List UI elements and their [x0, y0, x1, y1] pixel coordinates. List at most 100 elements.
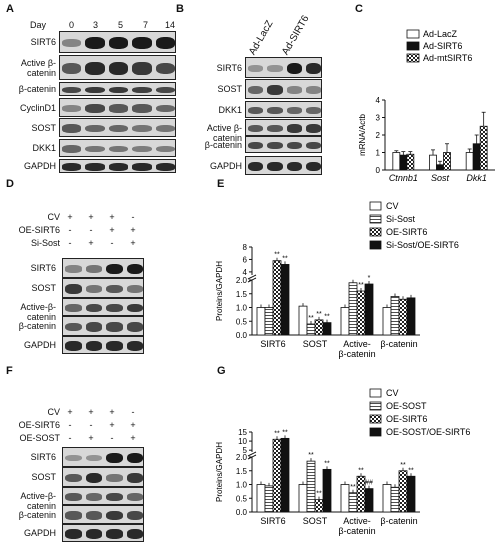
- bar: [340, 484, 350, 513]
- bar: [398, 470, 408, 513]
- blot-strip-catenin: [245, 136, 322, 153]
- day-label-14: 14: [165, 20, 176, 30]
- band: [85, 86, 105, 94]
- significance-mark: **: [324, 314, 330, 321]
- band: [155, 62, 175, 75]
- significance-mark: **: [274, 252, 280, 259]
- bar: [392, 152, 401, 171]
- blot-row-label-catenin: β-catenin: [204, 139, 242, 150]
- band: [65, 454, 82, 462]
- legend-oe-sirt6: OE-SIRT6: [386, 227, 427, 237]
- x-tick-label-sirt6: SIRT6: [260, 516, 285, 526]
- condition-mark: +: [67, 407, 73, 417]
- band: [108, 163, 129, 171]
- day-label-3: 3: [93, 20, 99, 30]
- blot-row-label-gapdh: GAPDH: [209, 160, 242, 171]
- band: [65, 341, 82, 351]
- legend-oe-sost-oe-sirt6: OE-SOST/OE-SIRT6: [386, 427, 470, 437]
- bar: [382, 307, 392, 336]
- y-tick-label: 0.0: [236, 331, 248, 340]
- significance-mark: **: [282, 255, 288, 262]
- band: [106, 474, 123, 482]
- blot-strip-gapdh: [59, 159, 176, 173]
- blot-strip-active-catenin: [62, 487, 144, 505]
- y-tick-label: 0.5: [236, 317, 248, 326]
- band: [65, 304, 82, 312]
- bar: [314, 499, 324, 513]
- band: [248, 141, 264, 150]
- bar: [264, 485, 274, 513]
- band: [85, 285, 102, 293]
- blot-strip-sirt6: [59, 31, 176, 53]
- condition-mark: +: [109, 225, 115, 235]
- condition-label-cv: CV: [47, 407, 60, 417]
- band: [85, 493, 102, 501]
- band: [126, 452, 143, 464]
- blot-row-label-catenin: β-catenin: [18, 84, 56, 94]
- significance-mark: **: [316, 491, 322, 498]
- condition-mark: -: [110, 238, 114, 248]
- band: [62, 163, 82, 171]
- band: [62, 63, 82, 74]
- band: [62, 39, 82, 47]
- significance-mark: **: [400, 462, 406, 469]
- blot-row-label-dkk1: DKK1: [32, 143, 56, 153]
- condition-mark: -: [68, 238, 72, 248]
- band: [85, 341, 102, 351]
- band: [155, 104, 175, 113]
- band: [305, 63, 321, 74]
- band: [132, 145, 152, 153]
- blot-row-label-gapdh: GAPDH: [23, 528, 56, 538]
- x-tick-label-catenin: β-catenin: [380, 516, 417, 526]
- y-tick-label: 8: [243, 243, 248, 252]
- blot-row-label-sirt6: SIRT6: [30, 263, 56, 273]
- band: [85, 265, 102, 273]
- band: [267, 161, 283, 172]
- day-label-5: 5: [118, 20, 124, 30]
- band: [132, 86, 152, 94]
- band: [108, 145, 129, 153]
- condition-label-oe-sirt6: OE-SIRT6: [18, 225, 60, 235]
- bar: [356, 475, 366, 513]
- y-tick-label: 0.0: [236, 508, 248, 517]
- band: [132, 124, 152, 133]
- y-tick-label: 5: [243, 446, 248, 455]
- condition-mark: -: [131, 212, 135, 222]
- condition-mark: +: [130, 420, 136, 430]
- band: [108, 86, 129, 94]
- y-tick-label: 4: [376, 96, 381, 105]
- bar: [443, 152, 451, 171]
- bar: [465, 152, 474, 171]
- significance-mark: **: [308, 315, 314, 322]
- header-ad-lacz: Ad-LacZ: [247, 18, 276, 58]
- legend-swatch: [369, 214, 382, 224]
- band: [62, 145, 82, 153]
- legend-oe-sirt6: OE-SIRT6: [386, 414, 427, 424]
- band: [106, 341, 123, 351]
- blot-strip-catenin: [62, 505, 144, 524]
- legend-swatch: [369, 388, 382, 398]
- band: [305, 141, 321, 150]
- bar: [348, 282, 358, 336]
- bar: [306, 460, 316, 513]
- condition-mark: +: [88, 433, 94, 443]
- blot-row-label-sost: SOST: [31, 283, 56, 293]
- band: [106, 510, 123, 521]
- legend-ad-sirt6: Ad-SIRT6: [423, 41, 462, 51]
- blot-row-label-sirt6: SIRT6: [30, 37, 56, 47]
- significance-mark: **: [324, 460, 330, 467]
- bar: [322, 322, 332, 336]
- bar: [406, 153, 415, 171]
- y-tick-label: 6: [243, 255, 248, 264]
- bar: [390, 296, 400, 336]
- condition-mark: -: [68, 433, 72, 443]
- panel-label-d: D: [6, 178, 14, 190]
- bar: [399, 154, 408, 171]
- condition-label-oe-sost: OE-SOST: [19, 433, 60, 443]
- y-tick-label: 1: [376, 149, 381, 158]
- band: [85, 104, 105, 113]
- band: [106, 303, 123, 313]
- band: [248, 106, 264, 115]
- band: [126, 285, 143, 293]
- bar: [364, 488, 374, 513]
